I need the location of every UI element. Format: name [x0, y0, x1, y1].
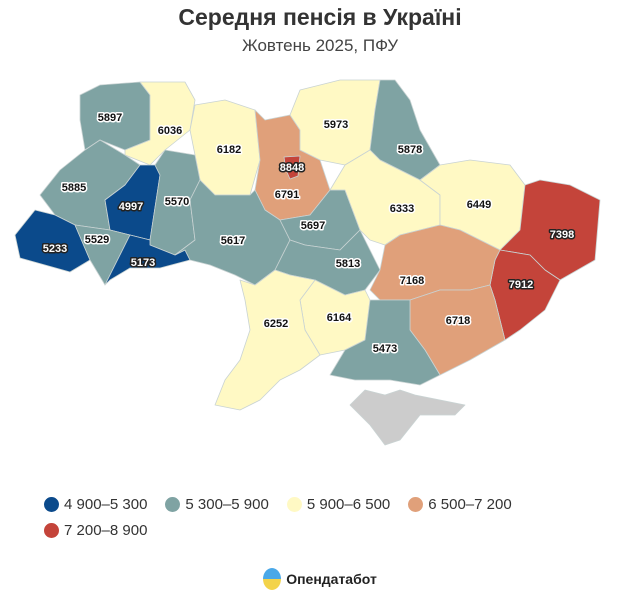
legend-item: 4 900–5 300: [44, 494, 147, 514]
legend-swatch: [286, 496, 302, 512]
region-value-label: 7912: [509, 279, 533, 291]
region-value-label: 5173: [131, 257, 155, 269]
region-value-label: 6252: [264, 318, 288, 330]
region-value-label: 5897: [98, 112, 122, 124]
region-value-label: 6449: [467, 199, 491, 211]
logo-icon: [263, 568, 282, 590]
legend-swatch: [165, 496, 181, 512]
region-value-label: 5697: [301, 220, 325, 232]
region-shape: [329, 299, 441, 386]
region-value-label: 5529: [85, 234, 109, 246]
region-value-label: 5885: [62, 182, 86, 194]
brand-name: Опендатабот: [286, 571, 377, 587]
region-value-label: 5473: [373, 343, 397, 355]
region-value-label: 8848: [280, 162, 304, 174]
region-value-label: 5973: [324, 119, 348, 131]
region-value-label: 5878: [398, 144, 422, 156]
legend-swatch: [408, 496, 424, 512]
legend-label: 5 900–6 500: [306, 495, 391, 513]
region-value-label: 7168: [400, 275, 424, 287]
region-value-label: 5570: [165, 196, 189, 208]
region-value-label: 6791: [275, 189, 299, 201]
region-value-label: 6333: [390, 203, 414, 215]
region-value-label: 5617: [221, 235, 245, 247]
region-value-label: 4997: [119, 201, 143, 213]
map-subtitle: Жовтень 2025, ПФУ: [241, 36, 399, 55]
region-value-label: 6036: [158, 125, 182, 137]
region-value-label: 6718: [446, 315, 470, 327]
region-shape: [283, 155, 301, 180]
legend-label: 6 500–7 200: [428, 495, 512, 513]
legend-item: 5 300–5 900: [165, 494, 269, 514]
legend-item: 6 500–7 200: [408, 494, 512, 514]
region-no-data: [349, 389, 466, 446]
region-value-label: 7398: [550, 229, 574, 241]
brand-logo: Опендатабот: [0, 568, 640, 590]
legend-swatch: [44, 522, 59, 538]
region-value-label: 6164: [327, 312, 352, 324]
legend-item: 7 200–8 900: [44, 520, 147, 540]
legend-label: 5 300–5 900: [185, 495, 269, 513]
region-value-label: 6182: [217, 144, 241, 156]
map-title: Середня пенсія в Україні: [178, 4, 462, 30]
region-value-label: 5233: [43, 243, 67, 255]
region-value-label: 5813: [336, 258, 360, 270]
region-shape: [214, 269, 321, 411]
ukraine-choropleth-map: 5897 6036 6182 6791 5973 5878 5885 4997 5570 5233…: [14, 79, 601, 446]
legend-swatch: [44, 496, 59, 512]
legend-label: 7 200–8 900: [64, 521, 148, 539]
legend: 4 900–5 300 5 300–5 900 5 900–6 500 6 50…: [44, 494, 624, 540]
legend-item: 5 900–6 500: [286, 494, 391, 514]
legend-label: 4 900–5 300: [64, 495, 148, 513]
